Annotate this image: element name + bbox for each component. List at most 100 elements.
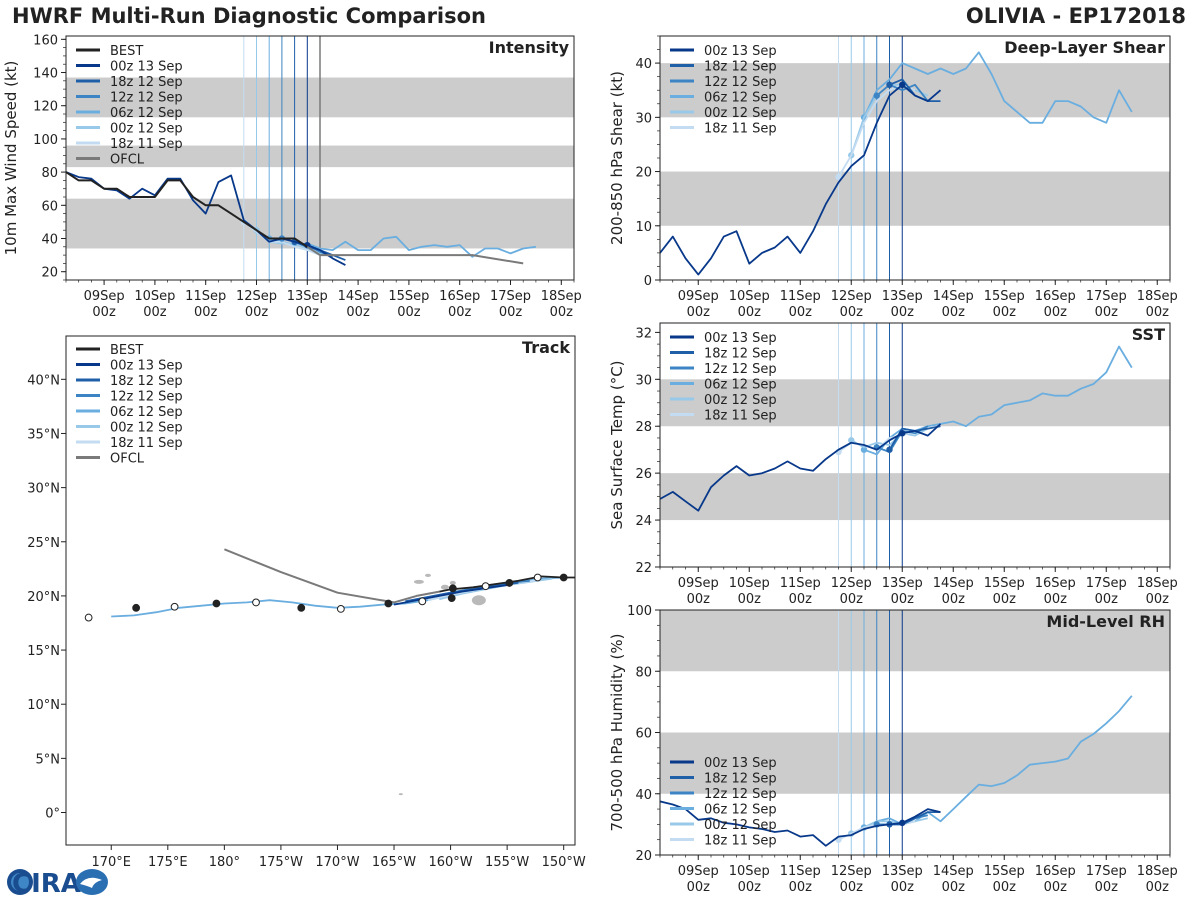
x-tick-label: 150°W <box>542 855 586 870</box>
series-line <box>660 83 942 276</box>
x-tick-label: 00z <box>1146 880 1170 895</box>
y-tick-label: 0 <box>644 274 652 289</box>
x-tick-label: 09Sep <box>678 576 719 591</box>
init-marker <box>835 173 842 181</box>
x-tick-label: 15Sep <box>984 864 1025 879</box>
x-tick-label: 00z <box>993 880 1017 895</box>
x-tick-label: 00z <box>143 305 167 320</box>
x-tick-label: 00z <box>942 305 966 320</box>
x-tick-label: 10Sep <box>729 289 770 304</box>
x-tick-label: 00z <box>1146 305 1170 320</box>
x-tick-label: 155°W <box>485 855 529 870</box>
panel-title: Intensity <box>489 38 570 57</box>
init-marker <box>848 437 855 444</box>
legend-label: 00z 12 Sep <box>704 106 777 121</box>
island-shape <box>449 580 456 585</box>
x-tick-label: 00z <box>942 592 966 607</box>
y-tick-label: 10°N <box>27 698 60 713</box>
x-tick-label: 00z <box>550 305 574 320</box>
x-tick-label: 00z <box>789 305 813 320</box>
y-tick-label: 140 <box>33 67 58 82</box>
x-tick-label: 11Sep <box>780 576 821 591</box>
x-tick-label: 09Sep <box>84 289 125 304</box>
y-tick-label: 5°N <box>36 752 61 767</box>
x-tick-label: 00z <box>789 592 813 607</box>
init-marker <box>899 819 906 827</box>
series-group <box>66 171 537 266</box>
x-tick-label: 00z <box>194 305 218 320</box>
x-tick-label: 13Sep <box>287 289 328 304</box>
legend-label: 06z 12 Sep <box>110 405 183 420</box>
x-tick-label: 14Sep <box>933 864 974 879</box>
legend-label: 06z 12 Sep <box>704 91 777 106</box>
x-tick-label: 16Sep <box>1035 576 1076 591</box>
legend-label: 18z 12 Sep <box>110 374 183 389</box>
series-line <box>850 427 929 449</box>
x-tick-label: 180° <box>209 855 240 870</box>
x-tick-label: 00z <box>1044 880 1068 895</box>
island-shape <box>440 584 449 590</box>
y-axis-label: 700-500 hPa Humidity (%) <box>608 633 626 831</box>
legend-label: 00z 13 Sep <box>704 331 777 346</box>
series-group <box>660 51 1133 276</box>
x-tick-label: 12Sep <box>236 289 277 304</box>
x-tick-label: 00z <box>891 592 915 607</box>
island-shape <box>424 573 431 577</box>
cira-logo-cloud-icon <box>80 877 102 888</box>
legend-label: 00z 13 Sep <box>110 359 183 374</box>
y-tick-label: 35°N <box>27 427 60 442</box>
y-tick-label: 80 <box>635 665 652 680</box>
x-tick-label: 160°W <box>428 855 472 870</box>
y-tick-label: 30 <box>635 373 652 388</box>
x-tick-label: 11Sep <box>780 289 821 304</box>
y-tick-label: 40°N <box>27 373 60 388</box>
x-tick-label: 18Sep <box>541 289 582 304</box>
shaded-band <box>660 473 1170 521</box>
legend-label: 12z 12 Sep <box>704 362 777 377</box>
best-track-marker <box>132 603 141 612</box>
y-tick-label: 15°N <box>27 644 60 659</box>
x-tick-label: 165°W <box>372 855 416 870</box>
y-tick-label: 0° <box>45 807 60 822</box>
x-tick-label: 00z <box>92 305 116 320</box>
x-tick-label: 12Sep <box>831 864 872 879</box>
x-tick-label: 00z <box>840 305 864 320</box>
legend-label: 18z 12 Sep <box>110 75 183 90</box>
y-axis-label: 10m Max Wind Speed (kt) <box>2 61 20 256</box>
x-tick-label: 15Sep <box>984 576 1025 591</box>
y-tick-label: 40 <box>635 57 652 72</box>
y-tick-label: 20°N <box>27 590 60 605</box>
legend-label: OFCL <box>110 153 145 168</box>
series-line <box>876 83 929 102</box>
series-line <box>243 221 321 256</box>
x-tick-label: 16Sep <box>1035 289 1076 304</box>
x-tick-label: 18Sep <box>1137 864 1178 879</box>
x-tick-label: 00z <box>687 305 711 320</box>
x-tick-label: 00z <box>245 305 269 320</box>
best-track-marker <box>448 584 457 593</box>
x-tick-label: 14Sep <box>338 289 379 304</box>
x-tick-label: 00z <box>397 305 421 320</box>
x-tick-label: 12Sep <box>831 289 872 304</box>
panel-title: Track <box>522 338 570 357</box>
chart-title-left: HWRF Multi-Run Diagnostic Comparison <box>12 4 487 28</box>
series-line <box>66 171 346 266</box>
island-shape <box>471 595 486 606</box>
x-tick-label: 09Sep <box>678 289 719 304</box>
x-tick-label: 175°W <box>259 855 303 870</box>
x-tick-label: 00z <box>1095 305 1119 320</box>
shaded-band <box>660 610 1170 672</box>
panel-title: Deep-Layer Shear <box>1004 38 1165 57</box>
series-line <box>66 171 308 248</box>
x-tick-label: 17Sep <box>490 289 531 304</box>
best-track-marker <box>447 594 456 602</box>
legend-label: BEST <box>110 343 143 358</box>
init-marker <box>886 446 893 453</box>
best-track-marker <box>505 579 514 587</box>
x-tick-label: 17Sep <box>1086 289 1127 304</box>
x-tick-label: 16Sep <box>439 289 480 304</box>
cira-logo-globe-inner <box>11 873 29 891</box>
x-tick-label: 00z <box>1146 592 1170 607</box>
